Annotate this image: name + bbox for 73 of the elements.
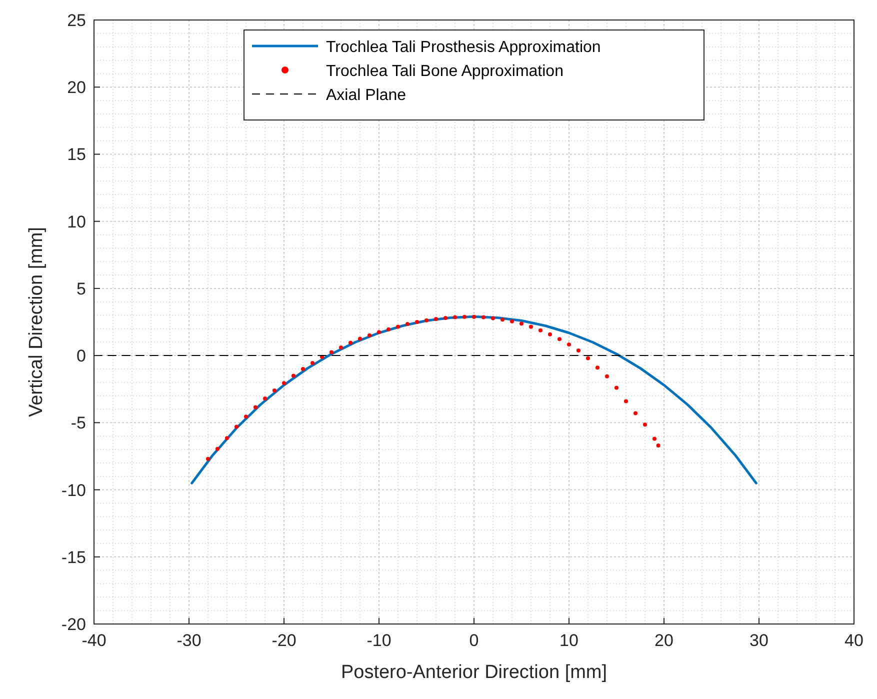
point <box>586 356 590 360</box>
point <box>415 320 419 324</box>
point <box>216 446 220 451</box>
point <box>206 456 210 461</box>
point <box>656 443 660 448</box>
point <box>491 316 495 320</box>
point <box>538 328 542 332</box>
point <box>472 314 476 319</box>
point <box>263 396 267 401</box>
point <box>482 315 486 320</box>
x-tick-label: -30 <box>176 631 202 650</box>
legend-label: Trochlea Tali Prosthesis Approximation <box>326 39 601 56</box>
point <box>292 374 296 378</box>
point <box>634 411 638 416</box>
y-tick-label: -20 <box>61 615 86 634</box>
point <box>386 327 390 332</box>
y-tick-label: 10 <box>67 212 86 232</box>
point <box>652 436 656 441</box>
point <box>510 319 514 324</box>
y-tick-label: 15 <box>67 145 86 164</box>
point <box>462 314 466 319</box>
point <box>272 388 276 392</box>
x-tick-label: -20 <box>272 631 296 650</box>
legend-label: Trochlea Tali Bone Approximation <box>326 63 564 80</box>
point <box>225 436 229 440</box>
y-tick-label: -10 <box>61 480 86 500</box>
y-tick-label: -5 <box>70 414 86 433</box>
point <box>567 342 571 347</box>
y-tick-label: 20 <box>67 78 86 98</box>
point <box>301 366 305 371</box>
y-tick-label: 25 <box>67 11 86 30</box>
point <box>396 324 400 329</box>
point <box>406 322 410 326</box>
point <box>254 405 258 410</box>
point <box>605 374 609 378</box>
legend-label: Axial Plane <box>326 87 406 104</box>
line-series <box>190 315 758 484</box>
x-tick-label: 0 <box>469 631 479 650</box>
point <box>310 360 314 365</box>
point <box>330 350 334 354</box>
point <box>500 318 504 322</box>
point <box>624 399 628 404</box>
point <box>614 386 618 390</box>
point <box>339 346 343 350</box>
point <box>358 336 362 341</box>
point <box>234 424 238 429</box>
point <box>596 366 600 370</box>
y-axis-title: Vertical Direction [mm] <box>26 226 47 418</box>
point <box>529 324 533 329</box>
x-tick-label: 10 <box>560 631 578 650</box>
y-tick-label: -15 <box>61 548 86 567</box>
x-tick-label: -10 <box>366 631 392 650</box>
point <box>643 422 647 427</box>
x-axis-title: Postero-Anterior Direction [mm] <box>340 662 608 683</box>
x-tick-label: -40 <box>82 631 106 650</box>
y-tick-label: 0 <box>76 346 86 366</box>
point <box>444 316 448 320</box>
point <box>348 340 352 345</box>
point <box>453 315 457 320</box>
point <box>548 332 552 336</box>
point <box>558 337 562 342</box>
point <box>244 414 248 419</box>
point <box>576 348 580 352</box>
y-tick-label: 5 <box>76 279 86 298</box>
x-tick-label: 20 <box>654 631 674 650</box>
point <box>520 322 524 326</box>
point <box>377 330 381 334</box>
point <box>434 317 438 322</box>
x-tick-label: 40 <box>844 631 864 650</box>
point <box>368 333 372 338</box>
point <box>282 381 286 386</box>
point <box>424 318 428 322</box>
x-tick-label: 30 <box>750 631 768 650</box>
